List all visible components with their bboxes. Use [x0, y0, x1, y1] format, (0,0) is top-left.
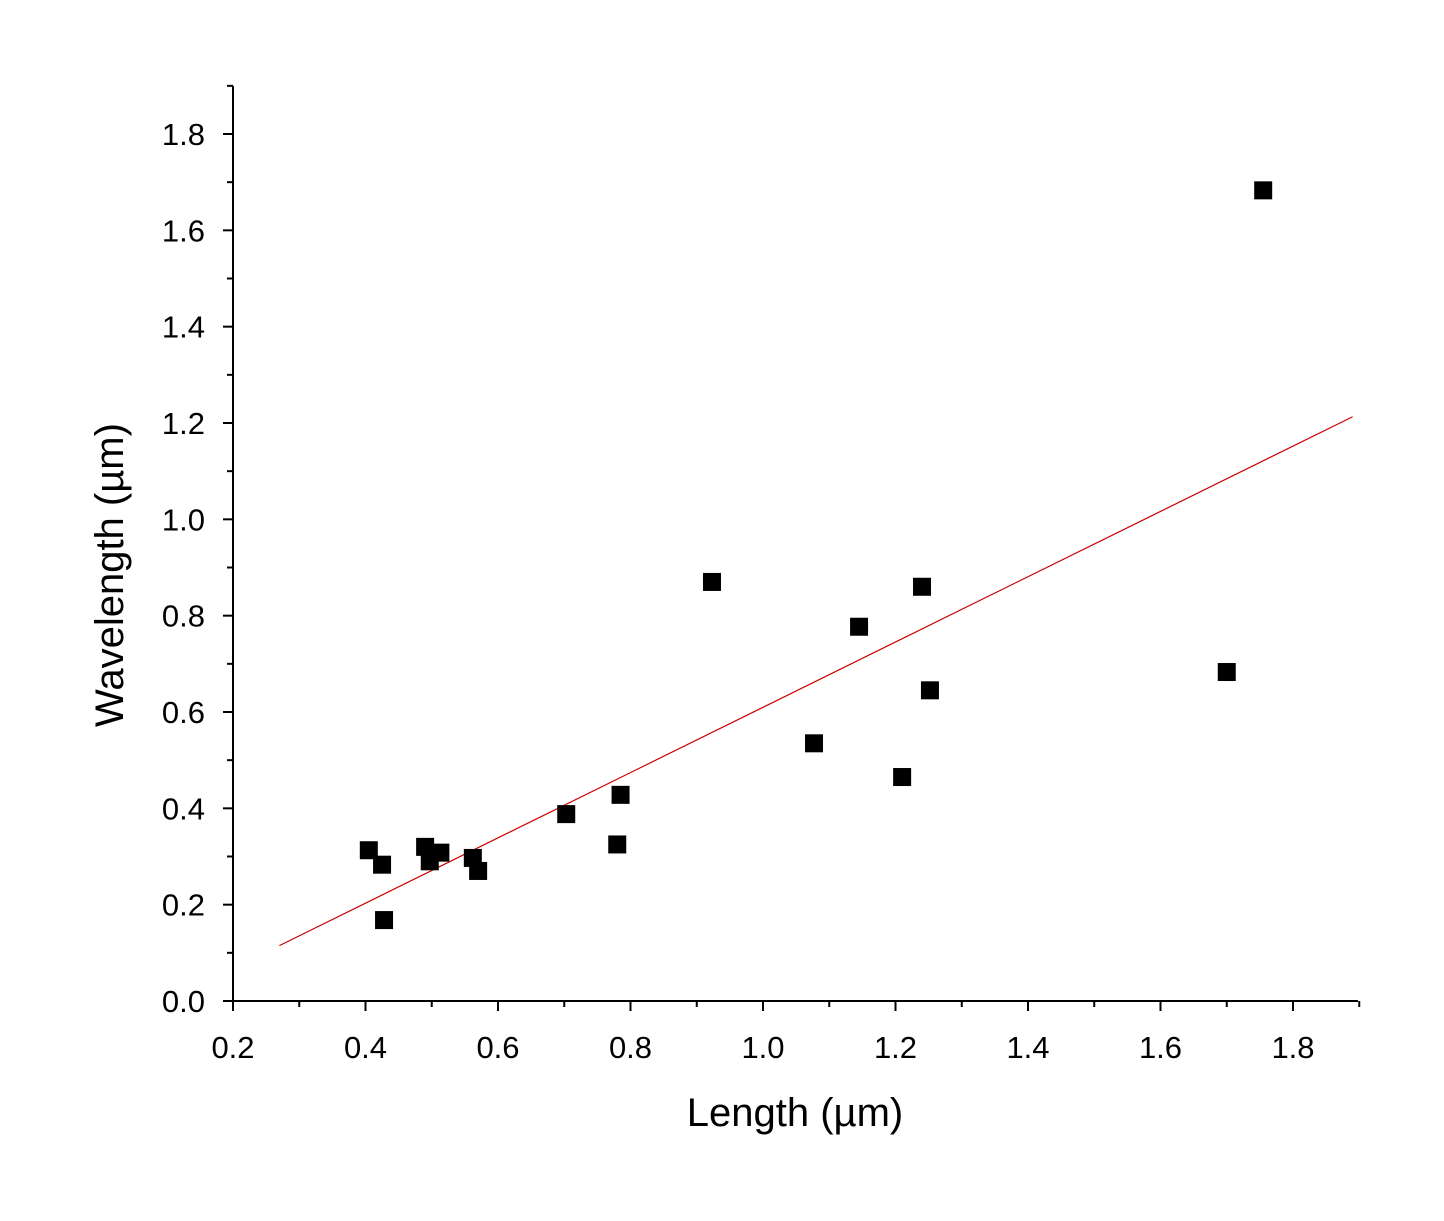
- x-tick-label: 0.8: [609, 1030, 652, 1065]
- data-point: [805, 734, 824, 753]
- fit-line-layer: [279, 416, 1353, 947]
- y-tick-label: 1.0: [162, 502, 205, 537]
- data-point: [431, 843, 450, 862]
- x-axis-title: Length (µm): [687, 1091, 903, 1135]
- y-tick-label: 1.2: [162, 406, 205, 441]
- data-point: [850, 617, 869, 636]
- x-tick-label: 1.6: [1139, 1030, 1182, 1065]
- data-point: [375, 911, 394, 930]
- y-tick-label: 1.4: [162, 310, 205, 345]
- data-point: [416, 837, 435, 856]
- x-tick-label: 1.4: [1006, 1030, 1049, 1065]
- points-layer: [359, 181, 1273, 930]
- axes: [223, 84, 1361, 1011]
- data-point: [469, 861, 488, 880]
- y-tick-label: 0.6: [162, 695, 205, 730]
- y-axis-title: Wavelength (µm): [88, 423, 132, 727]
- x-tick-label: 0.6: [476, 1030, 519, 1065]
- x-tick-label: 1.8: [1271, 1030, 1314, 1065]
- y-tick-label: 0.0: [162, 984, 205, 1019]
- y-tick-label: 1.6: [162, 213, 205, 248]
- data-point: [1254, 181, 1273, 200]
- y-tick-label: 0.4: [162, 791, 205, 826]
- data-point: [913, 577, 931, 596]
- data-point: [893, 768, 912, 787]
- data-point: [373, 855, 392, 874]
- y-tick-label: 0.2: [162, 888, 205, 923]
- data-point: [611, 785, 630, 804]
- x-tick-label: 0.2: [211, 1030, 254, 1065]
- data-point: [557, 805, 576, 824]
- data-point: [608, 835, 627, 854]
- y-tick-label: 1.8: [162, 117, 205, 152]
- x-tick-label: 0.4: [344, 1030, 387, 1065]
- data-point: [920, 681, 939, 700]
- data-point: [359, 841, 378, 860]
- x-tick-label: 1.0: [741, 1030, 784, 1065]
- x-tick-label: 1.2: [874, 1030, 917, 1065]
- tick-labels: 0.2 0.4 0.6 0.8 1.0 1.2 1.4 1.6 1.80.00.20.40.60…: [162, 117, 1315, 1065]
- data-point: [702, 572, 721, 591]
- fit-line: [279, 416, 1353, 947]
- y-tick-label: 0.8: [162, 599, 205, 634]
- data-point: [1217, 663, 1236, 682]
